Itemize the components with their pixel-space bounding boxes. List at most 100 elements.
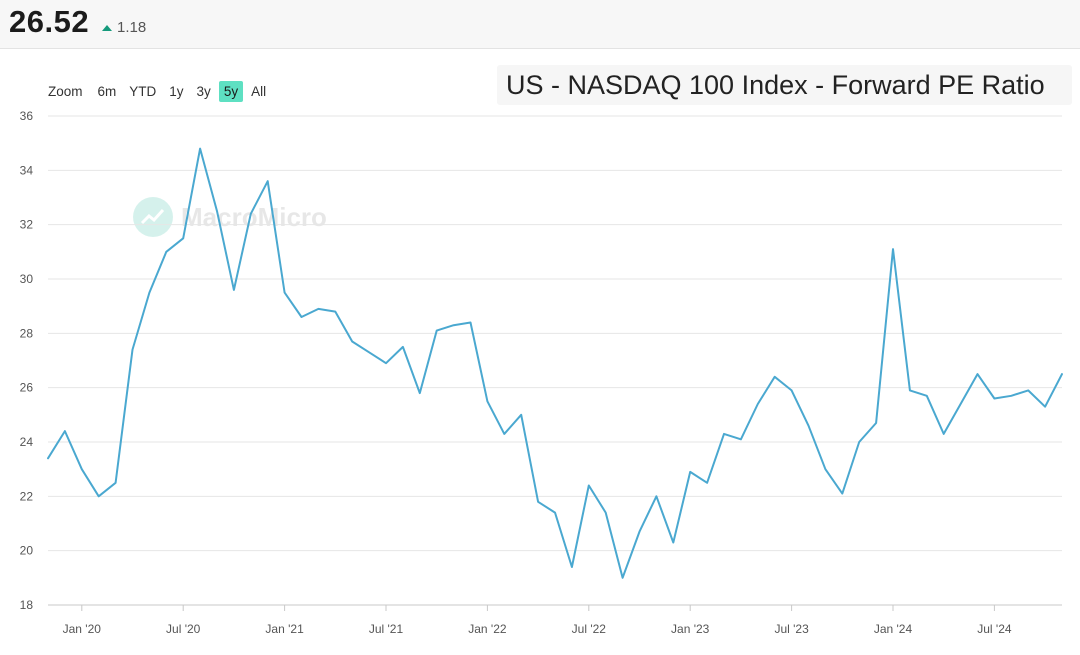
zoom-label: Zoom [48,83,83,99]
data-point [300,315,304,319]
data-point [401,345,405,349]
data-point [925,394,929,398]
zoom-selector: Zoom 6m YTD 1y 3y 5y All [48,80,274,102]
zoom-button-3y[interactable]: 3y [196,83,211,99]
data-point [536,500,540,504]
x-tick-label: Jul '24 [977,622,1012,636]
change-indicator: 1.18 [102,19,146,36]
data-point [114,481,118,485]
y-tick-label: 32 [20,218,34,232]
data-point [215,209,219,213]
y-tick-label: 26 [20,381,34,395]
data-point [1060,372,1064,376]
change-value: 1.18 [117,19,147,36]
data-point [350,339,354,343]
x-tick-label: Jan '21 [265,622,304,636]
data-point [857,440,861,444]
data-point [790,388,794,392]
x-tick-label: Jul '20 [166,622,201,636]
data-point [147,291,151,295]
data-point [502,432,506,436]
data-point [739,437,743,441]
data-point [452,323,456,327]
x-tick-label: Jan '22 [468,622,507,636]
y-tick-label: 34 [20,163,34,177]
y-tick-label: 20 [20,544,34,558]
data-point [316,307,320,311]
data-point [621,576,625,580]
data-point [266,179,270,183]
grid-lines [48,115,1062,606]
data-point [333,310,337,314]
zoom-button-5y[interactable]: 5y [218,80,244,102]
data-point [638,530,642,534]
zoom-button-all[interactable]: All [251,83,267,99]
data-point [198,147,202,151]
data-point [418,391,422,395]
data-point [976,372,980,376]
data-point [840,492,844,496]
x-tick-label: Jan '24 [874,622,913,636]
x-tick-label: Jul '23 [774,622,809,636]
data-point [671,541,675,545]
x-tick-label: Jan '20 [63,622,102,636]
data-point [722,432,726,436]
data-point [959,402,963,406]
data-point [553,511,557,515]
data-point [587,483,591,487]
y-tick-label: 30 [20,272,34,286]
data-point [992,397,996,401]
data-point [874,421,878,425]
watermark-logo-icon [133,197,173,237]
data-point [688,470,692,474]
data-point [604,511,608,515]
chart-title: US - NASDAQ 100 Index - Forward PE Ratio [506,70,1045,100]
data-point [756,402,760,406]
y-tick-label: 28 [20,326,34,340]
data-point [1043,405,1047,409]
y-tick-label: 22 [20,489,34,503]
data-point [519,413,523,417]
current-value: 26.52 [9,4,90,39]
data-point [705,481,709,485]
x-tick-label: Jan '23 [671,622,710,636]
data-point [63,429,67,433]
data-point [908,388,912,392]
data-point [97,494,101,498]
data-point [570,565,574,569]
data-point [773,375,777,379]
x-tick-label: Jul '22 [572,622,607,636]
data-point [181,236,185,240]
data-point [823,467,827,471]
data-point [367,350,371,354]
data-point [164,250,168,254]
data-point [942,432,946,436]
data-point [80,467,84,471]
data-point [283,291,287,295]
chart-title-box: US - NASDAQ 100 Index - Forward PE Ratio [497,65,1072,105]
data-point [1026,388,1030,392]
data-point [1009,394,1013,398]
data-point [131,348,135,352]
data-point [469,320,473,324]
x-tick-label: Jul '21 [369,622,404,636]
data-point [384,361,388,365]
zoom-button-ytd[interactable]: YTD [129,83,157,99]
data-point [654,494,658,498]
y-tick-label: 24 [20,435,34,449]
data-point [891,247,895,251]
data-point [232,288,236,292]
data-point [435,329,439,333]
zoom-button-6m[interactable]: 6m [97,83,117,99]
y-axis: 18 20 22 24 26 28 30 32 34 36 [20,109,34,612]
x-axis: Jan '20 Jul '20 Jan '21 Jul '21 Jan '22 Jul '… [48,604,1062,636]
zoom-button-1y[interactable]: 1y [169,83,184,99]
header-bar: 26.52 1.18 [0,0,1080,49]
y-tick-label: 36 [20,109,34,123]
data-point [485,399,489,403]
y-tick-label: 18 [20,598,34,612]
data-point [807,424,811,428]
data-point [46,456,50,460]
series-line [47,147,1063,579]
